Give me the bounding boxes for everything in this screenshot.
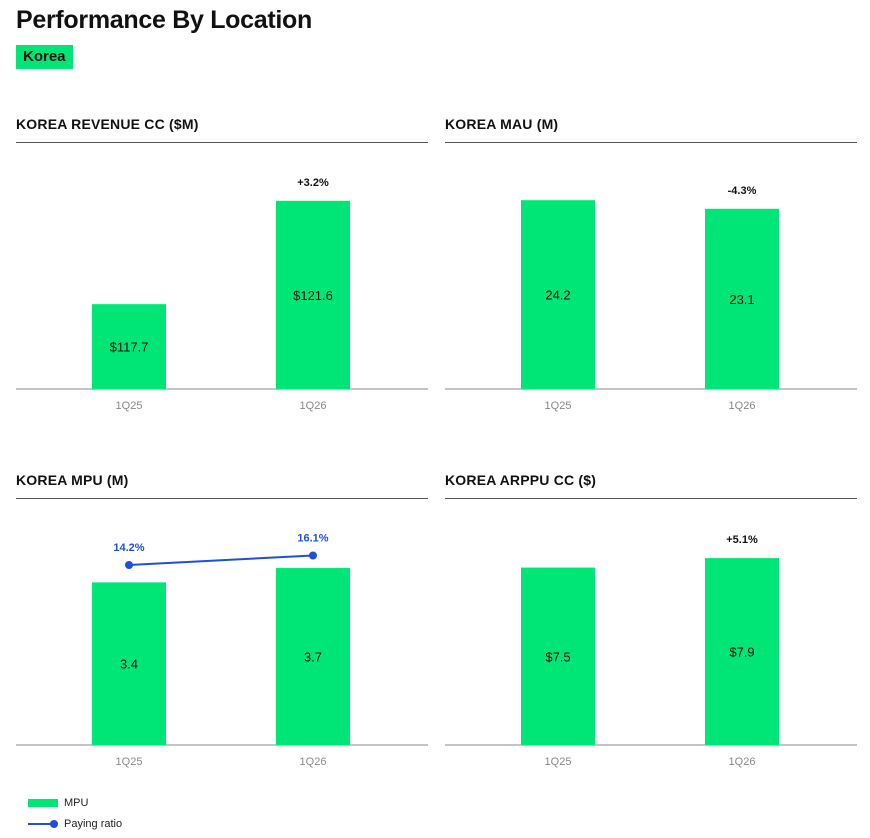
bar [276, 568, 350, 745]
data-label: 3.7 [304, 650, 322, 665]
data-label: 24.2 [545, 288, 570, 303]
arppu-chart: $7.5 1Q25 $7.9 1Q26 +5.1% [445, 534, 857, 768]
change-label: +3.2% [297, 177, 329, 189]
mpu-chart-panel: KOREA MPU (M) 3.4 1Q25 3.7 1Q26 14.2% 16.1% [16, 472, 428, 792]
legend-label: MPU [64, 797, 89, 809]
x-tick-label: 1Q26 [729, 756, 756, 768]
data-label: $7.9 [729, 645, 754, 660]
revenue-chart-panel: KOREA REVENUE CC ($M) $117.7 1Q25 $121.6 1Q… [16, 116, 428, 436]
bar [92, 582, 166, 745]
title-divider [445, 142, 857, 143]
paying-ratio-line [128, 554, 314, 566]
legend-item-mpu: MPU [28, 797, 88, 809]
x-tick-label: 1Q25 [545, 400, 572, 412]
paying-ratio-label: 14.2% [113, 542, 144, 554]
chart-title: KOREA REVENUE CC ($M) [16, 116, 199, 132]
bar [705, 208, 779, 389]
paying-ratio-label: 16.1% [297, 533, 328, 545]
bar [521, 567, 595, 745]
bar [276, 200, 350, 389]
data-label: 23.1 [729, 292, 754, 307]
change-label: -4.3% [728, 185, 757, 197]
data-label: $121.6 [293, 288, 333, 303]
bar [521, 200, 595, 389]
data-label: 3.4 [120, 657, 138, 672]
bar [92, 304, 166, 389]
chart-title: KOREA ARPPU CC ($) [445, 472, 597, 488]
x-tick-label: 1Q26 [300, 756, 327, 768]
title-divider [16, 142, 428, 143]
x-tick-label: 1Q26 [729, 400, 756, 412]
region-badge: Korea [16, 45, 73, 69]
page-title: Performance By Location [16, 6, 312, 34]
legend-label: Paying ratio [64, 818, 123, 830]
change-label: +5.1% [726, 534, 758, 546]
paying-ratio-point [125, 561, 133, 569]
data-label: $7.5 [545, 649, 570, 664]
mau-chart: 24.2 1Q25 23.1 1Q26 -4.3% [445, 185, 857, 412]
x-tick-label: 1Q26 [300, 400, 327, 412]
x-tick-label: 1Q25 [545, 756, 572, 768]
paying-ratio-point [309, 551, 317, 560]
legend-swatch-line [28, 820, 58, 828]
x-tick-label: 1Q25 [116, 400, 143, 412]
legend-item-paying-ratio: Paying ratio [28, 818, 122, 830]
chart-title: KOREA MAU (M) [445, 116, 559, 132]
mpu-chart: 3.4 1Q25 3.7 1Q26 14.2% 16.1% [16, 533, 428, 768]
title-divider [445, 498, 857, 499]
mau-chart-panel: KOREA MAU (M) 24.2 1Q25 23.1 1Q26 -4.3% [445, 116, 857, 436]
x-tick-label: 1Q25 [116, 756, 143, 768]
data-label: $117.7 [110, 340, 149, 355]
bar [705, 558, 779, 745]
chart-title: KOREA MPU (M) [16, 472, 129, 488]
title-divider [16, 498, 428, 499]
arppu-chart-panel: KOREA ARPPU CC ($) $7.5 1Q25 $7.9 1Q26 +5.1% [445, 472, 857, 792]
revenue-chart: $117.7 1Q25 $121.6 1Q26 +3.2% [16, 177, 428, 412]
legend-swatch-bar [28, 799, 58, 807]
